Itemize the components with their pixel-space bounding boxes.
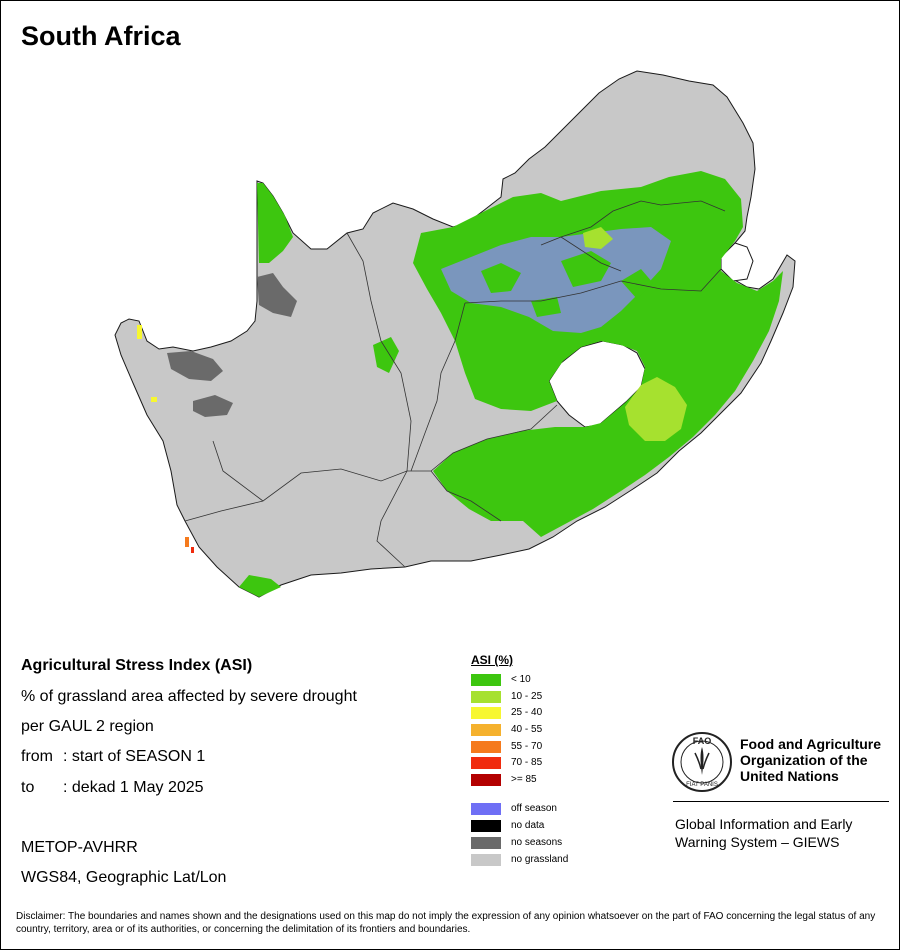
legend-label: >= 85 [511, 774, 537, 785]
divider [673, 801, 889, 802]
info-title: Agricultural Stress Index (ASI) [21, 657, 253, 674]
legend-special-swatch [471, 854, 501, 866]
legend-swatch [471, 741, 501, 753]
legend-swatch [471, 774, 501, 786]
off-season-areas [441, 227, 671, 333]
legend-special-swatch [471, 803, 501, 815]
info-line-2: per GAUL 2 region [21, 718, 154, 735]
to-value: : dekad 1 May 2025 [63, 779, 204, 796]
country-map [114, 70, 796, 598]
map-title: South Africa [21, 21, 181, 51]
legend-label: 70 - 85 [511, 757, 543, 768]
disclaimer: Disclaimer: The boundaries and names sho… [16, 911, 876, 935]
eswatini-hole [720, 242, 754, 282]
asi-10-25-areas [583, 227, 687, 441]
legend-swatch [471, 724, 501, 736]
legend-label: 10 - 25 [511, 691, 543, 702]
legend-special-swatch [471, 837, 501, 849]
from-value: : start of SEASON 1 [63, 748, 206, 765]
legend-special-label: off season [511, 803, 557, 814]
legend-swatch [471, 757, 501, 769]
legend-swatch [471, 691, 501, 703]
giews-label: Global Information and Early Warning Sys… [675, 816, 853, 850]
legend-special-label: no data [511, 820, 545, 831]
legend-special-label: no seasons [511, 837, 563, 848]
legend-label: < 10 [511, 674, 531, 685]
to-label: to [21, 779, 35, 796]
province-boundaries [184, 200, 726, 568]
legend-label: 25 - 40 [511, 707, 543, 718]
info-line-1: % of grassland area affected by severe d… [21, 688, 357, 705]
west-coast-spots [137, 325, 194, 553]
from-label: from [21, 748, 53, 765]
info-projection: WGS84, Geographic Lat/Lon [21, 869, 227, 886]
legend-label: 40 - 55 [511, 724, 543, 735]
fao-motto: FIAT PANIS [686, 782, 718, 788]
info-to: to : dekad 1 May 2025 [21, 779, 204, 797]
off-season-speckle [481, 251, 653, 317]
fao-letters: FAO [693, 736, 712, 746]
legend-special-swatch [471, 820, 501, 832]
legend-special-label: no grassland [511, 854, 569, 865]
info-sensor: METOP-AVHRR [21, 839, 138, 856]
legend-swatch [471, 674, 501, 686]
no-seasons-areas [167, 273, 297, 417]
fao-logo-icon: FAO FIAT PANIS [672, 732, 732, 792]
legend-label: 55 - 70 [511, 741, 543, 752]
fao-name: Food and Agriculture Organization of the… [740, 736, 882, 784]
legend-title: ASI (%) [471, 653, 513, 667]
legend-swatch [471, 707, 501, 719]
info-from: from : start of SEASON 1 [21, 748, 205, 766]
